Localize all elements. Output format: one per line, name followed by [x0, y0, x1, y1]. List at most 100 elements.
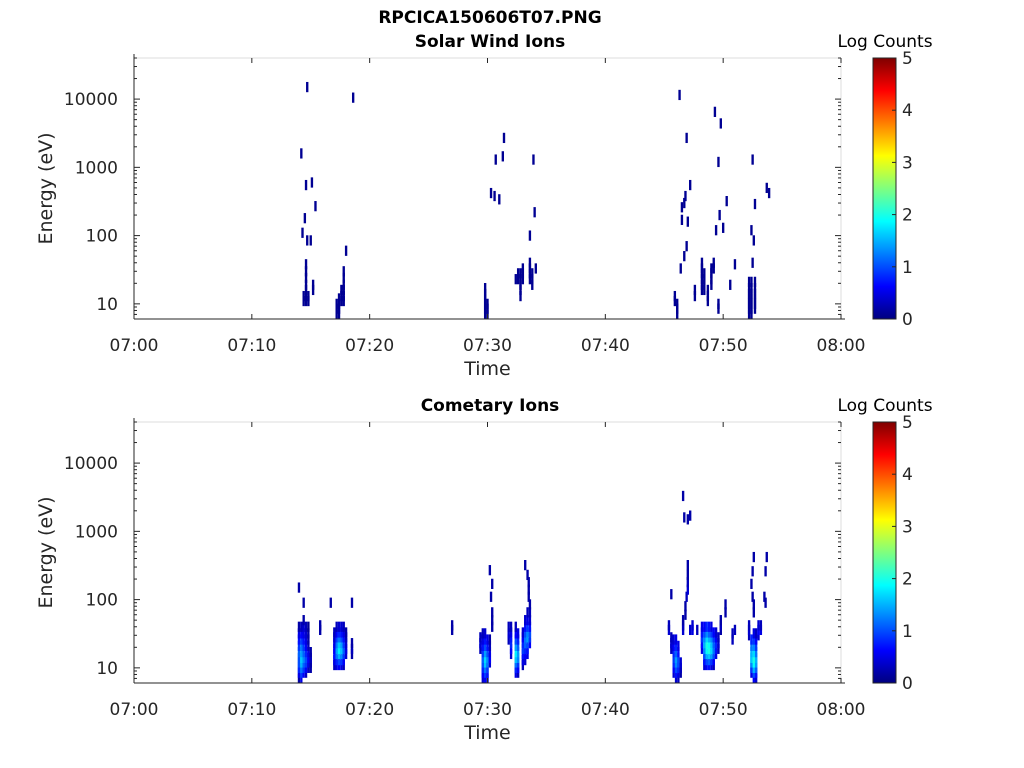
data-cell — [481, 662, 484, 673]
data-cell — [752, 662, 755, 673]
data-cell — [307, 662, 310, 673]
data-cell — [681, 620, 685, 631]
data-cell — [521, 627, 525, 638]
data-cell — [677, 673, 680, 683]
data-cell — [302, 628, 305, 639]
data-cell — [307, 647, 310, 658]
data-cell — [700, 621, 704, 632]
x-axis-label: Time — [463, 358, 511, 380]
data-cell — [350, 597, 354, 608]
data-cell — [514, 652, 517, 663]
data-cell — [672, 640, 675, 651]
data-cell — [710, 263, 713, 274]
data-cell — [752, 551, 755, 563]
data-cell — [531, 279, 534, 290]
data-cell — [519, 279, 522, 290]
data-cell — [335, 638, 338, 649]
data-cell — [509, 627, 513, 638]
data-cell — [731, 634, 734, 645]
data-cell — [531, 268, 534, 279]
data-cell — [754, 640, 758, 651]
data-cell — [306, 81, 309, 93]
x-tick-label: 07:10 — [227, 336, 276, 356]
data-cell — [340, 654, 343, 666]
data-cell — [700, 627, 704, 638]
data-cell — [703, 638, 706, 649]
data-cell — [685, 132, 688, 144]
data-cell — [314, 201, 317, 212]
data-cell — [700, 643, 704, 654]
data-cell — [712, 643, 715, 654]
data-cell — [304, 634, 308, 645]
data-cell — [479, 638, 482, 649]
data-cell — [501, 151, 504, 162]
spectrogram-solar-wind: 07:00 07:10 07:20 07:30 07:40 07:50 08:0010100… — [35, 32, 933, 380]
data-cell — [683, 512, 686, 523]
data-cell — [677, 647, 680, 658]
data-cell — [337, 309, 341, 319]
data-cell — [335, 621, 338, 632]
data-cell — [747, 630, 751, 641]
data-cell — [483, 309, 487, 319]
data-cell — [304, 272, 308, 284]
data-cell — [342, 621, 345, 632]
data-cell — [752, 673, 755, 683]
data-cell — [674, 662, 678, 673]
data-cell — [526, 643, 529, 654]
data-cell — [300, 634, 303, 645]
colorbar-tick-label: 4 — [902, 465, 913, 485]
data-cell — [488, 634, 492, 645]
data-cell — [479, 632, 482, 643]
data-cell — [528, 599, 532, 610]
data-cell — [350, 638, 354, 649]
data-cell — [300, 621, 303, 632]
data-cell — [753, 288, 757, 299]
data-cell — [686, 560, 689, 571]
data-cell — [707, 627, 711, 638]
data-cell — [685, 591, 688, 602]
data-cell — [686, 514, 689, 525]
data-cell — [493, 190, 496, 202]
data-cell — [342, 290, 345, 302]
data-cell — [340, 290, 343, 302]
data-cell — [754, 662, 758, 673]
data-cell — [700, 638, 704, 649]
data-cell — [672, 647, 675, 658]
data-cell — [710, 274, 713, 285]
data-cell — [700, 263, 704, 274]
data-cell — [307, 652, 310, 663]
data-cell — [342, 654, 345, 666]
data-cell — [527, 577, 530, 588]
data-cell — [754, 628, 758, 639]
data-cell — [528, 615, 532, 626]
data-cell — [486, 640, 489, 651]
x-tick-label: 08:00 — [817, 336, 866, 356]
data-cell — [752, 235, 755, 246]
data-cell — [750, 288, 753, 299]
data-cell — [509, 643, 513, 654]
x-tick-label: 07:30 — [463, 336, 512, 356]
data-cell — [307, 290, 310, 302]
data-cell — [519, 268, 522, 279]
data-cell — [514, 647, 517, 658]
data-cell — [753, 298, 757, 309]
data-cell — [483, 628, 487, 639]
data-cell — [509, 638, 513, 649]
data-cell — [481, 652, 484, 663]
data-cell — [304, 628, 308, 639]
data-cell — [507, 621, 510, 632]
data-cell — [297, 647, 301, 658]
data-cell — [307, 640, 310, 651]
data-cell — [483, 662, 487, 673]
colorbar-tick-label: 2 — [902, 206, 913, 226]
data-cell — [526, 607, 529, 618]
data-cell — [519, 274, 522, 285]
data-cell — [521, 638, 525, 649]
data-cell — [481, 673, 484, 683]
data-cell — [717, 298, 720, 309]
data-cell — [705, 638, 708, 649]
data-cell — [714, 225, 718, 236]
data-cell — [681, 490, 685, 502]
data-cell — [710, 279, 713, 290]
